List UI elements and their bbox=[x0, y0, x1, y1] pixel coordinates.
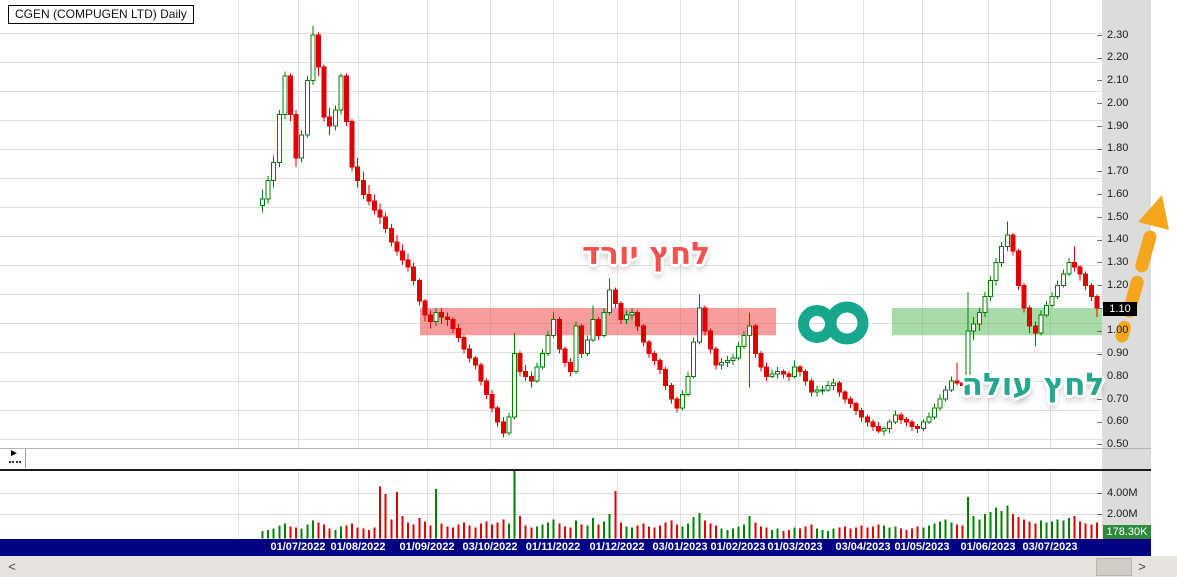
support-zone bbox=[892, 308, 1102, 336]
grid bbox=[0, 0, 1102, 538]
price-axis-label: 0.80 bbox=[1107, 369, 1129, 382]
price-axis-label: 1.20 bbox=[1107, 278, 1129, 291]
annotation-upward-pressure: לחץ עולה bbox=[961, 367, 1105, 403]
price-axis-label: 1.80 bbox=[1107, 142, 1129, 155]
price-axis-label: 2.20 bbox=[1107, 51, 1129, 64]
volume-pane-divider bbox=[0, 469, 1151, 471]
infinity-icon bbox=[798, 301, 869, 345]
date-label: 01/08/2022 bbox=[330, 541, 386, 553]
price-axis-label: 0.60 bbox=[1107, 415, 1129, 428]
pane-splitter-dots bbox=[9, 461, 21, 463]
date-label: 03/07/2023 bbox=[1022, 541, 1078, 553]
date-label: 01/07/2022 bbox=[270, 541, 326, 553]
chart-title: CGEN (COMPUGEN LTD) Daily bbox=[8, 5, 194, 24]
price-axis-label: 1.40 bbox=[1107, 233, 1129, 246]
price-axis-label: 2.00 bbox=[1107, 96, 1129, 109]
pane-splitter-icon[interactable]: ► bbox=[9, 448, 19, 459]
date-axis bbox=[0, 539, 1151, 556]
price-axis-label: 1.00 bbox=[1107, 324, 1129, 337]
volume-axis-label: 2.00M bbox=[1107, 507, 1138, 520]
price-axis-label: 0.90 bbox=[1107, 347, 1129, 359]
annotation-downward-pressure: לחץ יורד bbox=[582, 236, 710, 272]
price-axis-label: 1.30 bbox=[1107, 256, 1129, 268]
axis-ticks bbox=[1097, 35, 1102, 515]
date-label: 01/11/2022 bbox=[525, 541, 581, 553]
horizontal-scrollbar[interactable]: < > bbox=[0, 556, 1177, 577]
scrollbar-thumb[interactable] bbox=[1096, 558, 1132, 576]
date-label: 01/09/2022 bbox=[399, 541, 455, 553]
pane-splitter-line bbox=[25, 449, 26, 468]
price-axis-label: 1.50 bbox=[1107, 210, 1129, 223]
price-axis-label: 0.50 bbox=[1107, 438, 1129, 450]
price-axis-label: 2.30 bbox=[1107, 28, 1129, 41]
current-volume-badge: 178.30K bbox=[1103, 525, 1151, 539]
date-label: 01/03/2023 bbox=[767, 541, 823, 553]
price-axis-label: 0.70 bbox=[1107, 392, 1129, 405]
date-label: 01/05/2023 bbox=[894, 541, 950, 553]
price-axis-label: 1.70 bbox=[1107, 165, 1129, 177]
date-label: 03/04/2023 bbox=[835, 541, 891, 553]
price-axis-label: 1.90 bbox=[1107, 119, 1129, 132]
pane-divider-line bbox=[0, 448, 1151, 449]
date-label: 03/01/2023 bbox=[652, 541, 708, 553]
trend-arrow-icon bbox=[1115, 195, 1169, 343]
scroll-right-icon[interactable]: > bbox=[1138, 559, 1146, 574]
price-axis-label: 1.60 bbox=[1107, 187, 1129, 200]
date-label: 01/12/2022 bbox=[589, 541, 645, 553]
price-axis-label: 2.10 bbox=[1107, 74, 1129, 86]
date-label: 03/10/2022 bbox=[462, 541, 518, 553]
scroll-left-icon[interactable]: < bbox=[8, 559, 16, 574]
date-label: 01/02/2023 bbox=[710, 541, 766, 553]
current-price-badge: 1.10 bbox=[1103, 302, 1137, 316]
volume-bars bbox=[261, 470, 1098, 539]
date-label: 01/06/2023 bbox=[960, 541, 1016, 553]
volume-axis-label: 4.00M bbox=[1107, 486, 1138, 499]
candlesticks bbox=[260, 25, 1100, 438]
